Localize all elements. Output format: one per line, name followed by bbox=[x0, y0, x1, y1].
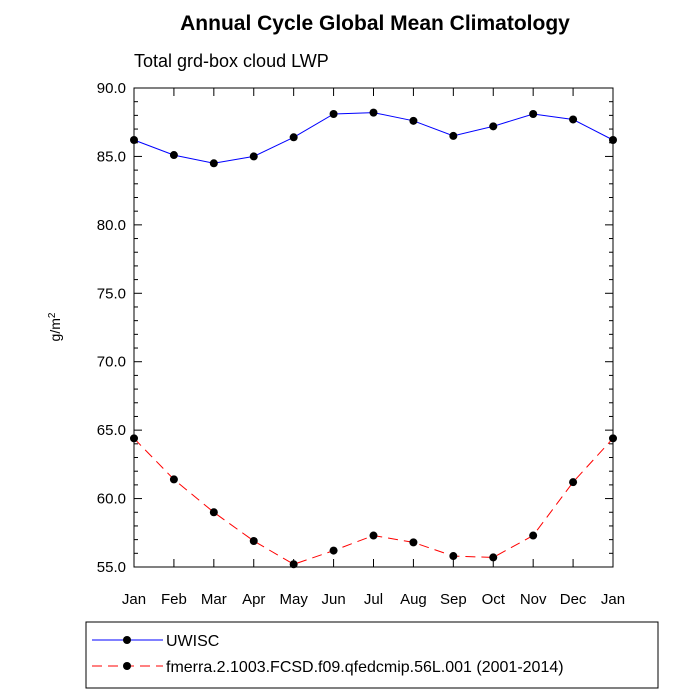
x-tick-label: Jan bbox=[601, 591, 625, 608]
legend: UWISC fmerra.2.1003.FCSD.f09.qfedcmip.56… bbox=[85, 621, 659, 689]
series-1-point bbox=[449, 552, 458, 561]
chart-title: Annual Cycle Global Mean Climatology bbox=[180, 12, 570, 35]
y-tick-label: 60.0 bbox=[97, 491, 126, 508]
legend-label-uwisc: UWISC bbox=[166, 633, 219, 650]
chart-subtitle: Total grd-box cloud LWP bbox=[134, 51, 329, 71]
x-tick-label: Aug bbox=[400, 591, 427, 608]
x-tick-label: Feb bbox=[161, 591, 187, 608]
y-tick-label: 70.0 bbox=[97, 354, 126, 371]
series-1-point bbox=[489, 553, 498, 562]
series-1-point bbox=[130, 434, 138, 443]
y-tick-label: 80.0 bbox=[97, 217, 126, 234]
series-1-point bbox=[529, 531, 538, 540]
plot-area bbox=[133, 87, 614, 568]
series-0-point bbox=[609, 136, 617, 145]
series-1-point bbox=[609, 434, 617, 443]
legend-box bbox=[85, 621, 659, 689]
series-1-point bbox=[209, 508, 218, 517]
x-tick-label: Nov bbox=[520, 591, 547, 608]
x-axis: Jan Feb Mar Apr May Jun Jul Aug Sep Oct Nov Dec Jan bbox=[122, 88, 625, 608]
series-1-point bbox=[249, 536, 258, 545]
series-0-point bbox=[449, 131, 458, 140]
x-tick-label: Apr bbox=[242, 591, 265, 608]
x-tick-label: Oct bbox=[482, 591, 506, 608]
series-0-point bbox=[130, 136, 138, 145]
series-1-point bbox=[169, 475, 178, 484]
series-0-point bbox=[329, 110, 338, 119]
series-1-point bbox=[569, 478, 578, 487]
x-tick-label: Sep bbox=[440, 591, 467, 608]
series-layer bbox=[130, 108, 617, 569]
y-tick-label: 75.0 bbox=[97, 285, 126, 302]
x-tick-label: Dec bbox=[560, 591, 587, 608]
series-0-point bbox=[569, 115, 578, 124]
series-0-point bbox=[489, 122, 498, 131]
y-axis-label: g/m2 bbox=[47, 312, 63, 341]
series-0-point bbox=[409, 116, 418, 125]
series-0-point bbox=[169, 151, 178, 160]
legend-label-fmerra: fmerra.2.1003.FCSD.f09.qfedcmip.56L.001 … bbox=[166, 659, 564, 676]
series-0-point bbox=[209, 159, 218, 168]
y-tick-label: 65.0 bbox=[97, 422, 126, 439]
series-1-point bbox=[329, 546, 338, 555]
x-tick-label: Jun bbox=[321, 591, 345, 608]
series-line-1 bbox=[133, 438, 614, 565]
x-tick-label: Jan bbox=[122, 591, 146, 608]
series-1-point bbox=[409, 538, 418, 547]
y-axis-label-superscript: 2 bbox=[47, 312, 58, 318]
x-tick-label: May bbox=[279, 591, 308, 608]
x-tick-label: Jul bbox=[364, 591, 383, 608]
series-0-point bbox=[289, 133, 298, 142]
series-1-point bbox=[289, 560, 298, 569]
svg-text:g/m2: g/m2 bbox=[47, 312, 63, 341]
series-0-point bbox=[249, 152, 258, 161]
y-axis: 55.0 60.0 65.0 70.0 75.0 80.0 85.0 90.0 bbox=[97, 80, 613, 576]
series-1-point bbox=[369, 531, 378, 540]
series-0-point bbox=[529, 110, 538, 119]
x-tick-label: Mar bbox=[201, 591, 227, 608]
y-tick-label: 85.0 bbox=[97, 148, 126, 165]
series-line-0 bbox=[133, 112, 614, 164]
series-0-point bbox=[369, 108, 378, 117]
legend-marker-uwisc bbox=[123, 636, 131, 644]
y-axis-label-text: g/m bbox=[47, 318, 63, 341]
y-tick-label: 90.0 bbox=[97, 80, 126, 97]
legend-marker-fmerra bbox=[123, 662, 131, 670]
y-tick-label: 55.0 bbox=[97, 559, 126, 576]
